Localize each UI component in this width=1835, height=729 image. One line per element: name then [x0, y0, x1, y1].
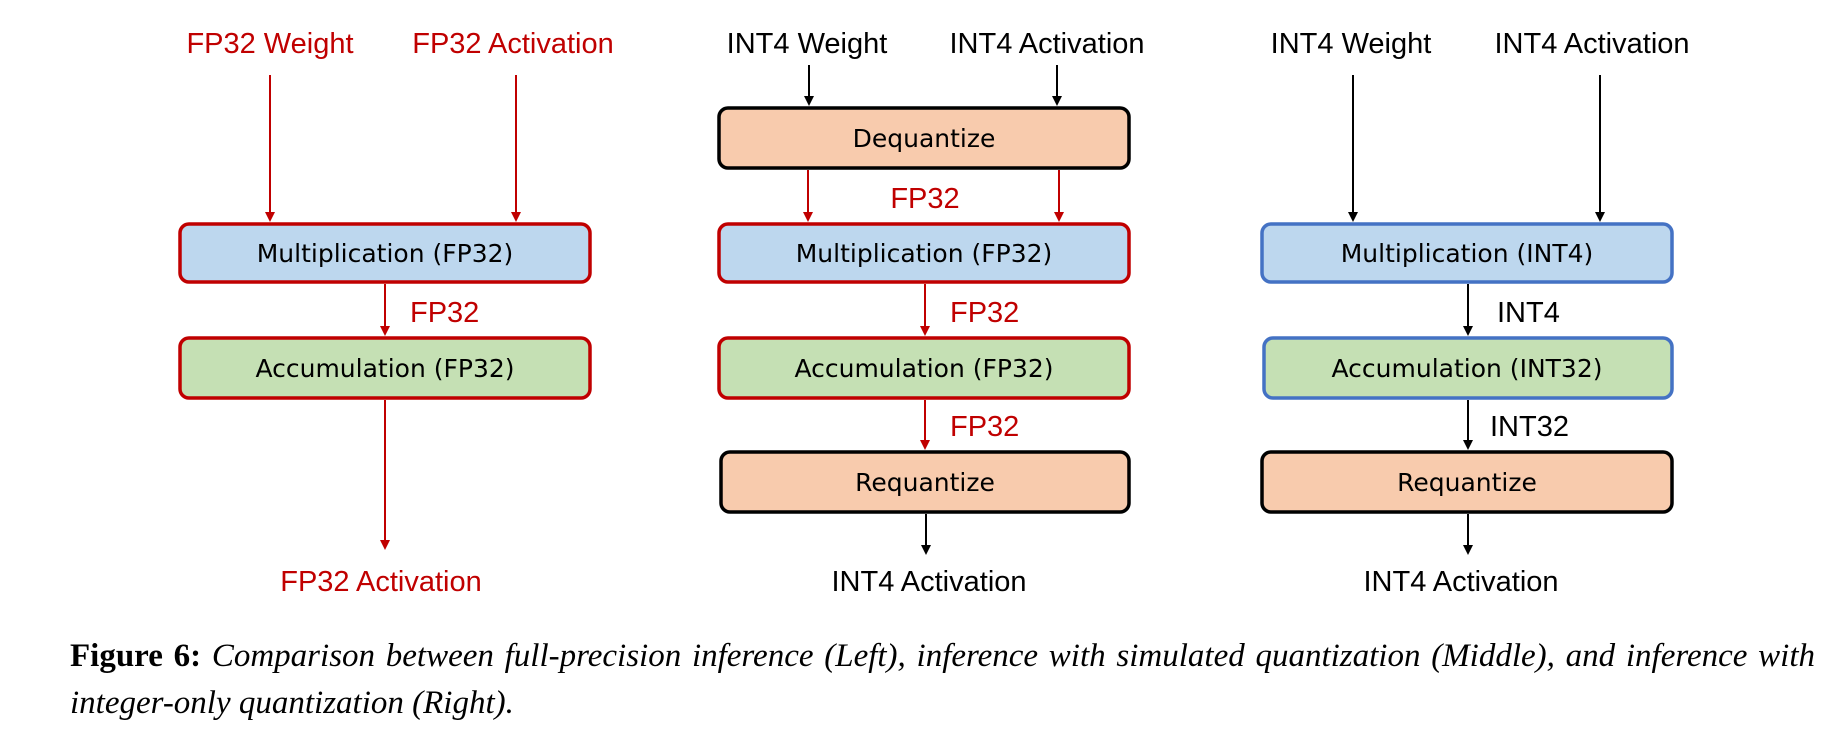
right-activation-label: INT4 Activation: [1494, 28, 1689, 60]
figure-label: Figure 6:: [70, 638, 202, 674]
middle-multiplication-box: [717, 222, 1131, 284]
right-requantize-label: Requantize: [1397, 468, 1537, 497]
middle-accumulation-box: [717, 336, 1131, 400]
left-weight-label: FP32 Weight: [186, 28, 353, 60]
middle-dequantize-box: [717, 106, 1131, 170]
right-accumulation-label: Accumulation (INT32): [1332, 354, 1603, 383]
left-accumulation-label: Accumulation (FP32): [255, 354, 514, 383]
middle-activation-label: INT4 Activation: [949, 28, 1144, 60]
middle-output-label: INT4 Activation: [831, 566, 1026, 598]
right-multiplication-label: Multiplication (INT4): [1341, 239, 1594, 268]
middle-requantize-label: Requantize: [855, 468, 995, 497]
caption-text: Comparison between full-precision infere…: [70, 638, 1815, 721]
middle-weight-label: INT4 Weight: [727, 28, 888, 60]
left-multiplication-box: [178, 222, 592, 284]
right-requantize-box: [1260, 450, 1674, 514]
right-panel-integer-only-quantization: INT4 Weight INT4 Activation Multiplicati…: [1260, 28, 1690, 598]
left-multiplication-label: Multiplication (FP32): [257, 239, 514, 268]
left-activation-label: FP32 Activation: [412, 28, 614, 60]
right-multiplication-box: [1260, 222, 1674, 284]
middle-dequant-output-label: FP32: [890, 183, 959, 215]
figure-caption: Figure 6: Comparison between full-precis…: [70, 633, 1815, 727]
middle-dequantize-label: Dequantize: [853, 124, 996, 153]
left-panel-full-precision: FP32 Weight FP32 Activation Multiplicati…: [178, 28, 614, 598]
middle-acc-output-label: FP32: [950, 411, 1019, 443]
middle-mult-output-label: FP32: [950, 297, 1019, 329]
right-accumulation-box: [1262, 336, 1674, 400]
middle-panel-simulated-quantization: INT4 Weight INT4 Activation Dequantize F…: [717, 28, 1145, 598]
middle-accumulation-label: Accumulation (FP32): [794, 354, 1053, 383]
left-output-label: FP32 Activation: [280, 566, 482, 598]
right-output-label: INT4 Activation: [1363, 566, 1558, 598]
right-mult-output-label: INT4: [1497, 297, 1560, 329]
middle-requantize-box: [719, 450, 1131, 514]
middle-multiplication-label: Multiplication (FP32): [796, 239, 1053, 268]
left-accumulation-box: [178, 336, 592, 400]
right-acc-output-label: INT32: [1490, 411, 1569, 443]
right-weight-label: INT4 Weight: [1271, 28, 1432, 60]
left-mult-output-label: FP32: [410, 297, 479, 329]
